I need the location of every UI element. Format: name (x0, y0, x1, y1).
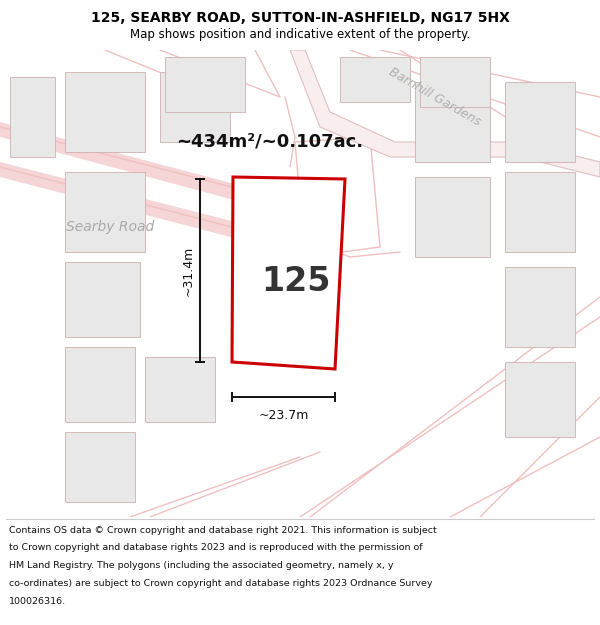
Polygon shape (505, 267, 575, 347)
Text: ~23.7m: ~23.7m (259, 409, 308, 422)
Polygon shape (248, 222, 315, 322)
Polygon shape (65, 347, 135, 422)
Polygon shape (232, 177, 345, 369)
Text: Contains OS data © Crown copyright and database right 2021. This information is : Contains OS data © Crown copyright and d… (9, 526, 437, 534)
Polygon shape (290, 50, 600, 177)
Polygon shape (505, 82, 575, 162)
Text: co-ordinates) are subject to Crown copyright and database rights 2023 Ordnance S: co-ordinates) are subject to Crown copyr… (9, 579, 433, 588)
Polygon shape (0, 122, 265, 207)
Text: 125, SEARBY ROAD, SUTTON-IN-ASHFIELD, NG17 5HX: 125, SEARBY ROAD, SUTTON-IN-ASHFIELD, NG… (91, 11, 509, 25)
Polygon shape (165, 57, 245, 112)
Text: 125: 125 (262, 265, 331, 298)
Polygon shape (340, 57, 410, 102)
Polygon shape (10, 77, 55, 157)
Polygon shape (505, 172, 575, 252)
Text: Map shows position and indicative extent of the property.: Map shows position and indicative extent… (130, 28, 470, 41)
Polygon shape (145, 357, 215, 422)
Text: Searby Road: Searby Road (66, 220, 154, 234)
Polygon shape (65, 72, 145, 152)
Text: ~31.4m: ~31.4m (182, 246, 195, 296)
Polygon shape (160, 72, 230, 142)
Polygon shape (65, 432, 135, 502)
Polygon shape (65, 262, 140, 337)
Text: Barnhill Gardens: Barnhill Gardens (387, 66, 483, 129)
Text: HM Land Registry. The polygons (including the associated geometry, namely x, y: HM Land Registry. The polygons (includin… (9, 561, 394, 570)
Polygon shape (415, 177, 490, 257)
Text: 100026316.: 100026316. (9, 597, 66, 606)
Polygon shape (420, 57, 490, 107)
Polygon shape (0, 162, 255, 242)
Polygon shape (415, 82, 490, 162)
Polygon shape (505, 362, 575, 437)
Polygon shape (65, 172, 145, 252)
Text: to Crown copyright and database rights 2023 and is reproduced with the permissio: to Crown copyright and database rights 2… (9, 544, 422, 552)
Text: ~434m²/~0.107ac.: ~434m²/~0.107ac. (176, 133, 364, 151)
